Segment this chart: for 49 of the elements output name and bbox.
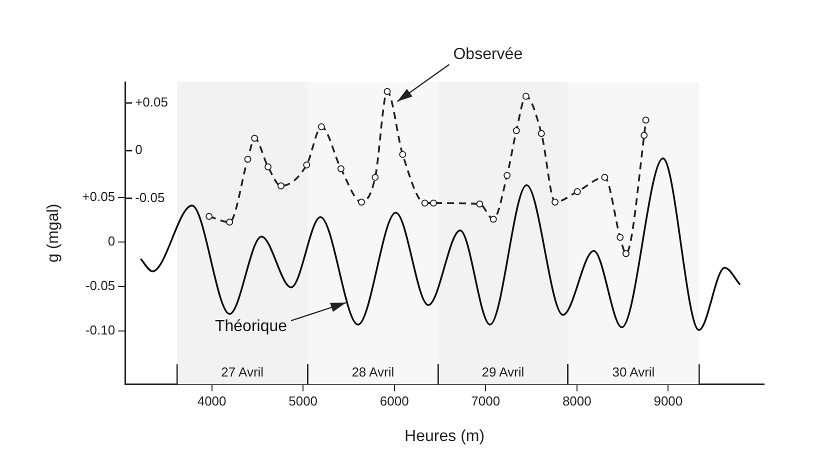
band-label: 29 Avril: [482, 364, 524, 380]
y2-tick-label: +0.05: [135, 94, 168, 110]
x-tick-label: 6000: [380, 394, 409, 409]
point: [372, 174, 379, 181]
y-tick-label: 0: [108, 234, 116, 249]
y2-tick-label: -0.05: [135, 190, 165, 205]
point: [622, 250, 630, 258]
point: [244, 156, 252, 163]
band-label: 27 Avril: [221, 364, 264, 380]
point: [399, 150, 406, 158]
point: [616, 234, 624, 241]
y-tick-label: -0.10: [85, 322, 116, 338]
y-tick-label: +0.05: [82, 189, 116, 204]
point: [642, 116, 650, 124]
point: [303, 161, 310, 168]
y2-tick-label: 0: [135, 142, 142, 158]
point: [552, 198, 559, 206]
band-label: 30 Avril: [612, 364, 655, 380]
point: [504, 172, 511, 179]
point: [522, 92, 530, 100]
series-label: Observée: [453, 46, 523, 63]
y-tick-label: -0.05: [85, 278, 116, 294]
x-tick-label: 8000: [562, 394, 592, 409]
point: [251, 134, 258, 142]
point: [512, 127, 520, 134]
point: [490, 216, 497, 223]
point: [337, 165, 344, 172]
point: [538, 130, 545, 137]
point: [384, 88, 391, 96]
point: [430, 200, 438, 207]
point: [206, 212, 213, 220]
point: [601, 174, 608, 181]
point: [226, 218, 234, 226]
series-label: Théorique: [214, 318, 288, 336]
x-tick-label: 9000: [654, 394, 683, 409]
y-axis-title: g (mgal): [45, 204, 62, 262]
x-tick-label: 4000: [197, 394, 226, 409]
point: [476, 200, 484, 208]
band-label: 28 Avril: [352, 364, 394, 380]
x-tick-label: 5000: [288, 394, 318, 409]
point: [574, 188, 581, 196]
point: [640, 132, 648, 139]
point: [318, 123, 325, 130]
point: [277, 182, 284, 190]
point: [421, 200, 428, 207]
x-tick-label: 7000: [471, 394, 500, 409]
x-axis-title: Heures (m): [404, 428, 485, 445]
point: [358, 198, 365, 206]
point: [264, 163, 272, 170]
